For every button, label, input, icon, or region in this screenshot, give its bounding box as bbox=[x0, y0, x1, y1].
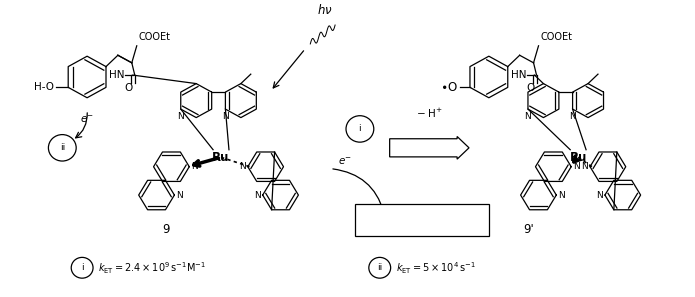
Text: COOEt: COOEt bbox=[139, 32, 171, 42]
Text: $e^{-}$: $e^{-}$ bbox=[338, 157, 352, 168]
Text: N: N bbox=[177, 112, 184, 121]
Text: N: N bbox=[191, 162, 198, 171]
Text: N: N bbox=[569, 112, 576, 121]
Text: $\mathrm{MV}^{2+}$ or $\mathrm{Co}^{3+}$: $\mathrm{MV}^{2+}$ or $\mathrm{Co}^{3+}$ bbox=[387, 213, 457, 227]
Text: $e^{-}$: $e^{-}$ bbox=[80, 114, 95, 125]
Text: ii: ii bbox=[60, 143, 65, 152]
Text: $k_{\mathrm{ET}} = 2.4 \times 10^{9}\,\mathrm{s}^{-1}\mathrm{M}^{-1}$: $k_{\mathrm{ET}} = 2.4 \times 10^{9}\,\m… bbox=[98, 260, 206, 276]
Text: N: N bbox=[573, 162, 580, 171]
Text: HN: HN bbox=[511, 70, 527, 80]
Text: ii: ii bbox=[377, 263, 382, 272]
Text: 9: 9 bbox=[163, 224, 170, 236]
Text: 9': 9' bbox=[523, 224, 534, 236]
Text: H-O: H-O bbox=[34, 82, 54, 92]
Text: N: N bbox=[525, 112, 532, 121]
FancyArrow shape bbox=[390, 137, 469, 159]
Text: $\bullet$O: $\bullet$O bbox=[440, 81, 458, 94]
Text: COOEt: COOEt bbox=[541, 32, 573, 42]
Text: $h\nu$: $h\nu$ bbox=[318, 4, 333, 18]
Text: HN: HN bbox=[109, 70, 125, 80]
Text: Ru: Ru bbox=[569, 151, 587, 164]
Text: N: N bbox=[177, 191, 183, 200]
Text: N: N bbox=[254, 191, 261, 200]
Text: N: N bbox=[596, 191, 603, 200]
Text: Ru: Ru bbox=[213, 151, 230, 164]
Text: $k_{\mathrm{ET}} = 5 \times 10^{4}\,\mathrm{s}^{-1}$: $k_{\mathrm{ET}} = 5 \times 10^{4}\,\mat… bbox=[395, 260, 475, 276]
Text: O: O bbox=[124, 83, 133, 93]
Text: O: O bbox=[526, 83, 534, 93]
Text: i: i bbox=[81, 263, 83, 272]
Text: i: i bbox=[359, 124, 361, 133]
Text: N: N bbox=[239, 162, 246, 171]
Text: $-$ H$^{+}$: $-$ H$^{+}$ bbox=[416, 107, 443, 120]
Text: N: N bbox=[222, 112, 229, 121]
Text: N: N bbox=[581, 162, 588, 171]
Text: N: N bbox=[558, 191, 565, 200]
Bar bbox=[355, 205, 489, 236]
